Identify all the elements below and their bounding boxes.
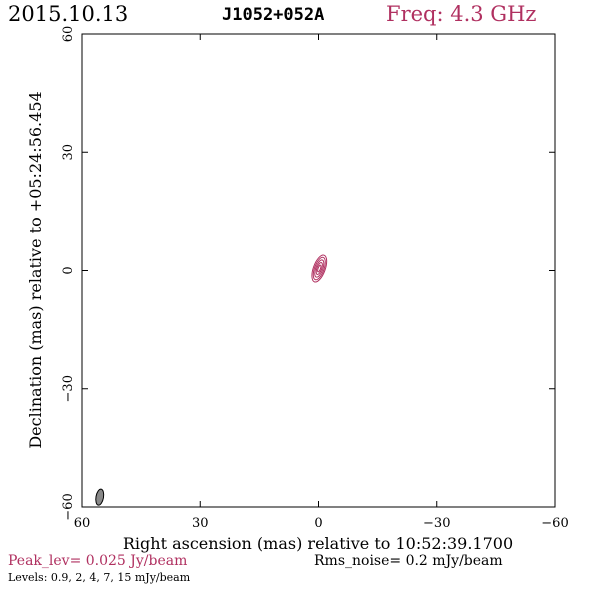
contour-level-7 bbox=[315, 262, 323, 276]
x-tick-label: 0 bbox=[314, 516, 322, 531]
plot-frame bbox=[81, 33, 556, 508]
peak-level: Peak_lev= 0.025 Jy/beam bbox=[8, 553, 188, 569]
frequency-label: Freq: 4.3 GHz bbox=[386, 2, 537, 26]
contour-levels: Levels: 0.9, 2, 4, 7, 15 mJy/beam bbox=[8, 571, 191, 584]
beam-shape bbox=[95, 488, 105, 506]
y-tick-label: 60 bbox=[61, 26, 76, 43]
y-tick-label: 0 bbox=[61, 266, 76, 274]
beam-ellipse bbox=[95, 488, 105, 506]
x-tick-label: 60 bbox=[74, 516, 91, 531]
y-tick-label: 30 bbox=[61, 144, 76, 161]
contour-level-15 bbox=[317, 264, 322, 273]
y-tick-label: −30 bbox=[61, 375, 76, 402]
source-name: J1052+052A bbox=[222, 5, 325, 25]
source-contours bbox=[311, 254, 328, 283]
observation-date: 2015.10.13 bbox=[8, 2, 129, 26]
x-tick-labels: 60 30 0 −30 −60 bbox=[74, 516, 569, 531]
x-tick-label: −30 bbox=[423, 516, 450, 531]
x-tick-label: −60 bbox=[541, 516, 568, 531]
tick-marks bbox=[81, 33, 556, 508]
x-tick-label: 30 bbox=[192, 516, 209, 531]
contour-level-4 bbox=[314, 259, 325, 278]
rms-noise: Rms_noise= 0.2 mJy/beam bbox=[314, 553, 503, 569]
y-tick-labels: −60 −30 0 30 60 bbox=[61, 26, 76, 521]
x-axis-label: Right ascension (mas) relative to 10:52:… bbox=[123, 534, 513, 553]
y-axis-label: Declination (mas) relative to +05:24:56.… bbox=[26, 91, 45, 448]
contour-level-0-9 bbox=[311, 254, 328, 283]
y-tick-label: −60 bbox=[61, 493, 76, 520]
contour-level-2 bbox=[312, 256, 326, 281]
